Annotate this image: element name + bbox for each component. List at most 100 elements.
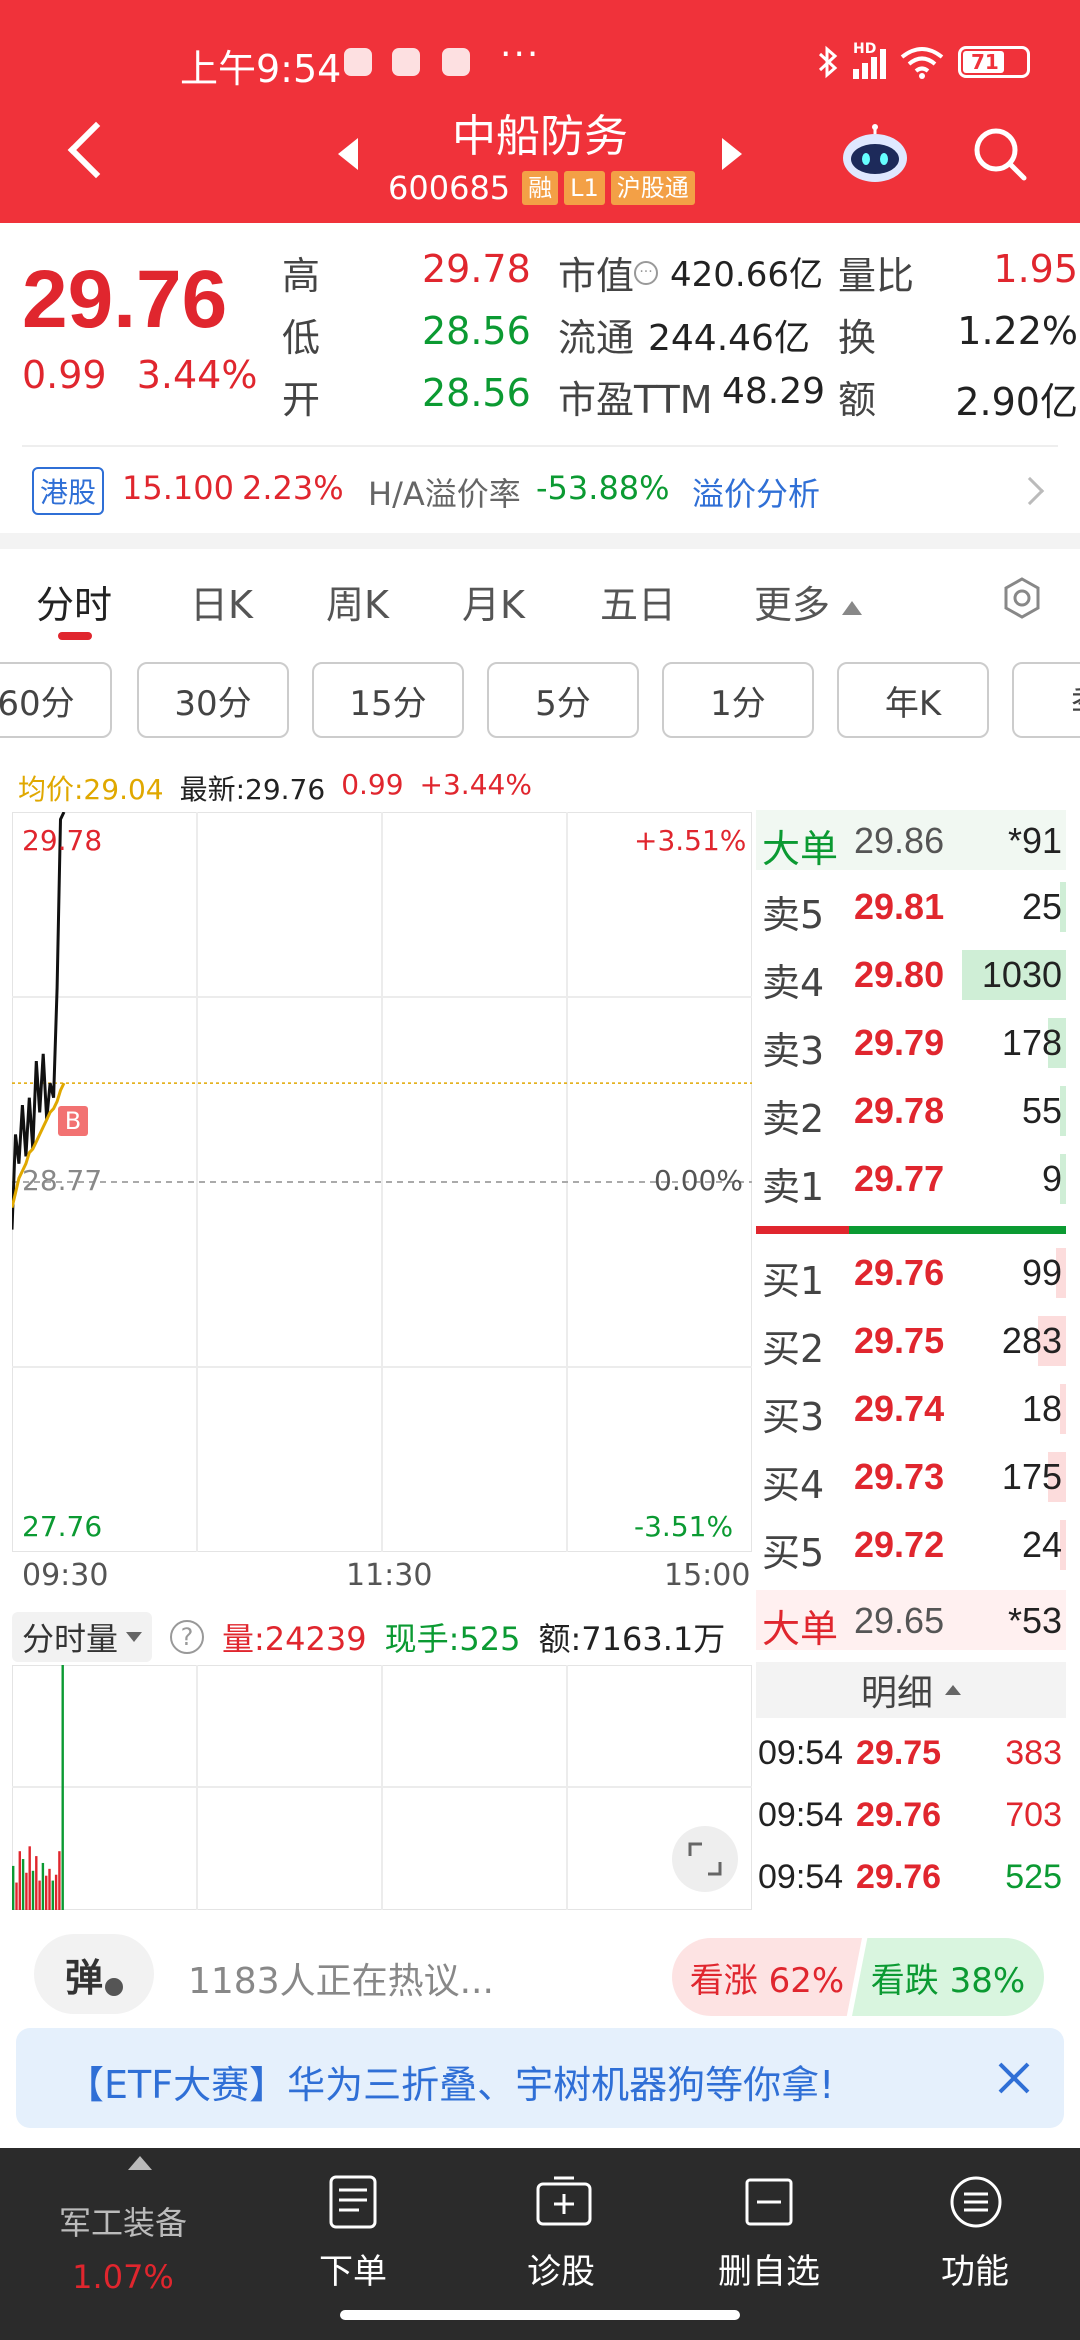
level-tag: L1	[564, 171, 605, 205]
big-sell-label: 大单	[762, 827, 839, 871]
bid-level-3[interactable]: 买3 29.74 18	[756, 1378, 1066, 1439]
tab-intraday[interactable]: 分时	[36, 583, 113, 627]
period-5min[interactable]: 5分	[487, 662, 639, 738]
ask-level-5[interactable]: 卖1 29.77 9	[756, 1148, 1066, 1209]
premium-analysis-link[interactable]: 溢价分析	[692, 475, 821, 513]
tab-more[interactable]: 更多	[754, 574, 863, 629]
settings-icon[interactable]	[1000, 576, 1044, 620]
ask-level-4[interactable]: 卖2 29.78 55	[756, 1080, 1066, 1141]
nav-sector[interactable]: 军工装备 1.07%	[18, 2148, 228, 2340]
level-label: 卖5	[762, 893, 825, 937]
period-60min[interactable]: 60分	[0, 662, 112, 738]
x-tick-noon: 11:30	[346, 1558, 433, 1593]
prev-stock-button[interactable]	[338, 138, 358, 170]
volume-bar	[41, 1862, 45, 1910]
close-icon[interactable]	[994, 2058, 1034, 2098]
y-mid-price: 28.77	[22, 1164, 103, 1197]
bid-level-4[interactable]: 买4 29.73 175	[756, 1446, 1066, 1507]
x-tick-close: 15:00	[664, 1558, 751, 1593]
ask-level-3[interactable]: 卖3 29.79 178	[756, 1012, 1066, 1073]
hk-price: 15.100	[122, 469, 234, 507]
amount-label: 额	[838, 378, 877, 422]
level-price: 29.74	[854, 1388, 945, 1429]
chevron-down-icon	[126, 1632, 143, 1642]
stock-code: 600685	[388, 169, 511, 207]
nav-remove-watchlist[interactable]: 删自选	[664, 2148, 874, 2340]
tick-time: 09:54	[758, 1858, 844, 1896]
period-1min[interactable]: 1分	[662, 662, 814, 738]
current-price: 29.76	[22, 254, 228, 345]
order-icon	[329, 2175, 377, 2229]
chart-tabs: 分时 日K 周K 月K 五日 更多	[0, 560, 1080, 640]
robot-assistant-icon[interactable]	[840, 124, 910, 184]
bid-level-1[interactable]: 买1 29.76 99	[756, 1242, 1066, 1303]
intraday-chart[interactable]	[12, 812, 752, 1552]
period-quarter-k[interactable]: 季	[1012, 662, 1080, 738]
hk-share-row[interactable]: 港股 15.100 2.23% H/A溢价率 -53.88% 溢价分析	[0, 447, 1080, 533]
amount-value: 2.90亿	[955, 380, 1078, 424]
latest-change: 0.99	[341, 768, 404, 801]
expand-chart-button[interactable]	[672, 1826, 738, 1892]
search-icon[interactable]	[972, 126, 1028, 182]
level-price: 29.78	[854, 1090, 945, 1131]
buy-marker[interactable]: B	[58, 1106, 88, 1136]
x-tick-open: 09:30	[22, 1558, 109, 1593]
tab-daily-k[interactable]: 日K	[190, 583, 253, 627]
network-type: HD	[853, 41, 877, 57]
active-tab-indicator	[58, 632, 92, 640]
danmu-label: 弹	[64, 1955, 103, 2000]
bearish-vote-button[interactable]: 看跌 38%	[852, 1938, 1044, 2016]
volume-bar	[1048, 1452, 1066, 1502]
volume-bar	[1060, 882, 1066, 932]
trade-detail-button[interactable]: 明细	[756, 1662, 1066, 1718]
danmu-toggle-button[interactable]: 弹	[34, 1934, 154, 2014]
comment-bar: 弹 1183人正在热议... 看涨 62% 看跌 38%	[0, 1930, 1080, 2020]
bid-level-2[interactable]: 买2 29.75 283	[756, 1310, 1066, 1371]
level-volume: 283	[1001, 1320, 1062, 1361]
tick-volume: 525	[1005, 1858, 1062, 1896]
diagnose-label: 诊股	[527, 2252, 595, 2292]
level-label: 买1	[762, 1259, 825, 1303]
series-price-line	[12, 812, 66, 1230]
tab-five-day[interactable]: 五日	[600, 583, 677, 627]
tab-weekly-k[interactable]: 周K	[326, 583, 389, 627]
tab-monthly-k[interactable]: 月K	[462, 583, 525, 627]
discussion-count[interactable]: 1183人正在热议...	[188, 1961, 494, 2002]
level-label: 买5	[762, 1531, 825, 1575]
bid-level-5[interactable]: 买5 29.72 24	[756, 1514, 1066, 1575]
big-sell-volume: *91	[1007, 820, 1062, 861]
open-value: 28.56	[422, 371, 531, 415]
more-info-icon[interactable]: ···	[634, 261, 658, 285]
next-stock-button[interactable]	[722, 138, 742, 170]
big-buy-label: 大单	[762, 1607, 839, 1651]
nav-functions[interactable]: 功能	[870, 2148, 1080, 2340]
tick-time: 09:54	[758, 1734, 844, 1772]
ask-level-1[interactable]: 卖5 29.81 25	[756, 876, 1066, 937]
volume-indicator-selector[interactable]: 分时量	[12, 1612, 153, 1662]
etf-banner[interactable]: 【ETF大赛】华为三折叠、宇树机器狗等你拿!	[16, 2028, 1064, 2128]
nav-order[interactable]: 下单	[248, 2148, 458, 2340]
ask-level-2[interactable]: 卖4 29.80 1030	[756, 944, 1066, 1005]
volume-bar	[48, 1868, 51, 1910]
tick-time: 09:54	[758, 1796, 844, 1834]
home-indicator	[340, 2310, 740, 2320]
level-volume: 1030	[981, 954, 1062, 995]
connect-tag: 沪股通	[610, 171, 695, 205]
volume-bar	[1037, 1316, 1066, 1366]
big-sell-order[interactable]: 大单 29.86 *91	[756, 810, 1066, 871]
level-volume: 175	[1001, 1456, 1062, 1497]
hk-badge: 港股	[32, 467, 105, 515]
order-label: 下单	[319, 2252, 387, 2292]
period-15min[interactable]: 15分	[312, 662, 464, 738]
tick-price: 29.76	[856, 1796, 942, 1834]
nav-diagnose[interactable]: 诊股	[456, 2148, 666, 2340]
volume-bar	[54, 1874, 58, 1910]
volume-bar	[1060, 1520, 1066, 1570]
period-year-k[interactable]: 年K	[837, 662, 989, 738]
expand-icon	[688, 1842, 722, 1876]
big-buy-order[interactable]: 大单 29.65 *53	[756, 1590, 1066, 1651]
period-30min[interactable]: 30分	[137, 662, 289, 738]
help-icon[interactable]: ?	[170, 1620, 205, 1654]
bullish-vote-button[interactable]: 看涨 62%	[672, 1938, 862, 2016]
trade-tick: 09:54 29.75 383	[756, 1724, 1066, 1784]
